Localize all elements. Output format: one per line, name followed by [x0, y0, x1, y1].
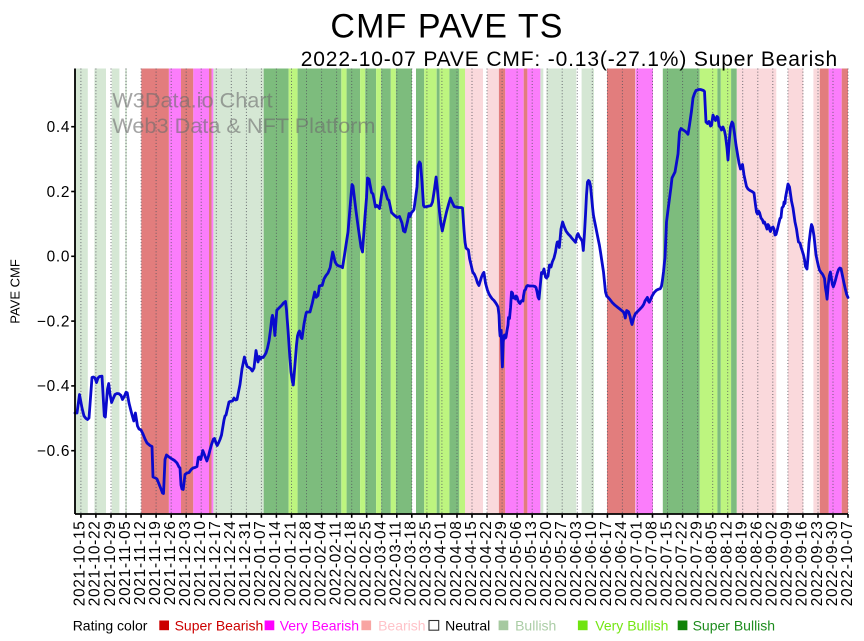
svg-text:2022-02-25: 2022-02-25 [358, 521, 375, 607]
svg-text:2022-08-05: 2022-08-05 [704, 521, 721, 607]
svg-text:2021-10-15: 2021-10-15 [72, 521, 89, 607]
svg-text:2022-09-16: 2022-09-16 [794, 521, 811, 607]
svg-text:2022-05-06: 2022-05-06 [508, 521, 525, 607]
svg-text:Very Bullish: Very Bullish [595, 617, 668, 633]
svg-text:2022-03-25: 2022-03-25 [418, 521, 435, 607]
svg-text:CMF PAVE TS: CMF PAVE TS [330, 8, 563, 46]
svg-text:2022-04-08: 2022-04-08 [448, 521, 465, 607]
svg-text:Rating color: Rating color [73, 617, 148, 633]
svg-text:2022-09-09: 2022-09-09 [779, 521, 796, 607]
svg-text:−0.6: −0.6 [37, 443, 70, 460]
svg-text:2022-06-03: 2022-06-03 [568, 521, 585, 607]
svg-text:2021-11-26: 2021-11-26 [162, 521, 179, 606]
svg-text:2022-04-01: 2022-04-01 [433, 521, 450, 607]
svg-text:2021-12-10: 2021-12-10 [192, 521, 209, 607]
svg-text:2022-05-13: 2022-05-13 [523, 521, 540, 607]
svg-text:2022-06-24: 2022-06-24 [613, 521, 630, 607]
svg-text:Super Bearish: Super Bearish [175, 617, 264, 633]
svg-text:2022-03-18: 2022-03-18 [403, 521, 420, 607]
svg-text:2022-04-29: 2022-04-29 [493, 521, 510, 607]
svg-text:2022-02-11: 2022-02-11 [327, 521, 344, 606]
svg-text:2022-01-28: 2022-01-28 [297, 521, 314, 607]
svg-text:2022-09-02: 2022-09-02 [764, 521, 781, 607]
svg-text:2022-01-21: 2022-01-21 [282, 521, 299, 607]
svg-text:2022-04-22: 2022-04-22 [478, 521, 495, 607]
svg-text:−0.4: −0.4 [37, 378, 70, 395]
svg-text:Neutral: Neutral [445, 617, 490, 633]
svg-text:2022-09-23: 2022-09-23 [809, 521, 826, 607]
svg-text:2022-05-27: 2022-05-27 [553, 521, 570, 607]
svg-text:2021-11-12: 2021-11-12 [132, 521, 149, 606]
svg-text:2022-06-17: 2022-06-17 [598, 521, 615, 607]
svg-text:2021-12-17: 2021-12-17 [207, 521, 224, 607]
svg-text:0.4: 0.4 [47, 119, 71, 136]
svg-text:2022-07-15: 2022-07-15 [658, 521, 675, 607]
svg-text:2022-10-07 PAVE CMF: -0.13(-27: 2022-10-07 PAVE CMF: -0.13(-27.1%) Super… [301, 48, 838, 71]
svg-text:2022-03-11: 2022-03-11 [388, 521, 405, 606]
svg-text:−0.2: −0.2 [37, 313, 70, 330]
svg-text:Web3 Data & NFT Platform: Web3 Data & NFT Platform [112, 113, 375, 138]
svg-text:2022-07-29: 2022-07-29 [688, 521, 705, 607]
svg-text:2022-02-18: 2022-02-18 [343, 521, 360, 607]
svg-text:2022-05-20: 2022-05-20 [538, 521, 555, 607]
svg-text:2021-11-05: 2021-11-05 [117, 521, 134, 606]
svg-text:2022-07-22: 2022-07-22 [673, 521, 690, 607]
svg-text:2022-02-04: 2022-02-04 [312, 521, 329, 607]
svg-text:2021-12-31: 2021-12-31 [237, 521, 254, 607]
svg-text:Very Bearish: Very Bearish [280, 617, 359, 633]
svg-text:0.2: 0.2 [47, 184, 71, 201]
svg-text:2022-10-07: 2022-10-07 [839, 521, 856, 607]
svg-text:2022-06-10: 2022-06-10 [583, 521, 600, 607]
svg-text:PAVE CMF: PAVE CMF [7, 259, 22, 324]
svg-text:0.0: 0.0 [47, 249, 71, 266]
svg-text:W3Data.io Chart: W3Data.io Chart [112, 87, 272, 112]
svg-text:Bearish: Bearish [378, 617, 425, 633]
svg-text:2021-12-24: 2021-12-24 [222, 521, 239, 607]
svg-text:2021-11-19: 2021-11-19 [147, 521, 164, 606]
svg-text:2021-10-22: 2021-10-22 [87, 521, 104, 607]
svg-text:Super Bullish: Super Bullish [693, 617, 776, 633]
svg-text:2022-07-01: 2022-07-01 [628, 521, 645, 607]
svg-text:2022-09-30: 2022-09-30 [824, 521, 841, 607]
svg-text:2022-08-12: 2022-08-12 [719, 521, 736, 607]
svg-text:2022-07-08: 2022-07-08 [643, 521, 660, 607]
svg-text:2021-10-29: 2021-10-29 [102, 521, 119, 607]
svg-text:2021-12-03: 2021-12-03 [177, 521, 194, 607]
svg-text:2022-01-14: 2022-01-14 [267, 521, 284, 607]
svg-text:2022-01-07: 2022-01-07 [252, 521, 269, 607]
svg-text:2022-03-04: 2022-03-04 [373, 521, 390, 607]
svg-text:2022-08-26: 2022-08-26 [749, 521, 766, 607]
svg-text:Bullish: Bullish [515, 617, 556, 633]
svg-text:2022-04-15: 2022-04-15 [463, 521, 480, 607]
svg-text:2022-08-19: 2022-08-19 [734, 521, 751, 607]
